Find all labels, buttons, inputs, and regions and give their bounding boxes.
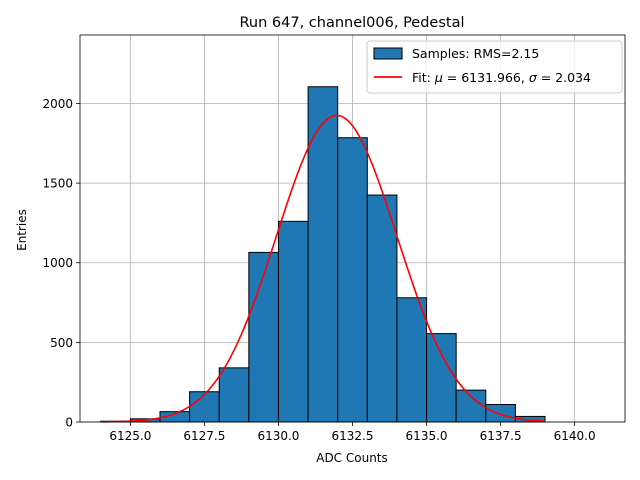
histogram-bar — [485, 403, 516, 423]
x-tick-label: 6135.0 — [406, 429, 448, 443]
legend-label-samples: Samples: RMS=2.15 — [412, 46, 539, 61]
legend-frame — [366, 40, 623, 94]
histogram-bar — [277, 220, 309, 423]
y-tick-label: 1500 — [42, 177, 73, 191]
histogram-bar — [366, 194, 398, 423]
histogram-bar — [396, 297, 428, 423]
x-tick-label: 6140.0 — [554, 429, 596, 443]
y-axis-label: Entries — [15, 209, 29, 251]
histogram-bar — [218, 367, 250, 423]
gaussian-fit-curve — [100, 114, 546, 423]
histogram-bar — [337, 137, 368, 423]
fit-curve-layer — [100, 114, 546, 423]
legend-label-fit: Fit: μ = 6131.966, σ = 2.034 — [412, 70, 591, 85]
histogram-bar — [307, 86, 339, 423]
y-tick-label: 2000 — [42, 97, 73, 111]
x-axis-ticks: 6125.0 6127.5 6130.0 6132.5 6135.0 6137.5 6140… — [109, 422, 596, 443]
legend-swatch-samples — [373, 47, 403, 60]
y-tick-label: 500 — [50, 336, 73, 350]
histogram-bar — [426, 333, 457, 423]
x-tick-label: 6125.0 — [109, 429, 151, 443]
x-tick-label: 6137.5 — [480, 429, 522, 443]
legend: Samples: RMS=2.15 Fit: μ = 6131.966, σ =… — [366, 40, 623, 94]
x-tick-label: 6130.0 — [257, 429, 299, 443]
chart-title: Run 647, channel006, Pedestal — [239, 15, 464, 31]
y-axis-ticks: 0 500 1000 1500 2000 — [42, 97, 80, 430]
x-tick-label: 6127.5 — [183, 429, 225, 443]
histogram-bar — [248, 251, 279, 423]
x-axis-label: ADC Counts — [316, 451, 388, 465]
histogram-bar — [455, 389, 487, 423]
histogram-bar — [189, 391, 220, 423]
x-tick-label: 6132.5 — [332, 429, 374, 443]
histogram-bars — [100, 86, 546, 423]
y-tick-label: 0 — [65, 416, 73, 430]
y-tick-label: 1000 — [42, 256, 73, 270]
